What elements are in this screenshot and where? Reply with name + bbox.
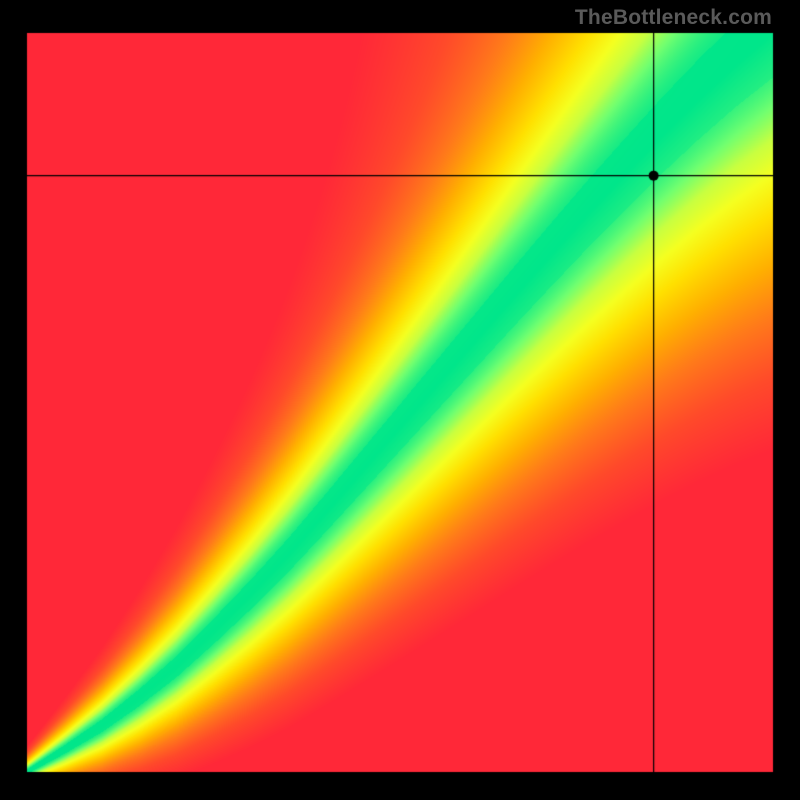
bottleneck-heatmap (0, 0, 800, 800)
chart-container: TheBottleneck.com (0, 0, 800, 800)
watermark-text: TheBottleneck.com (575, 6, 772, 30)
